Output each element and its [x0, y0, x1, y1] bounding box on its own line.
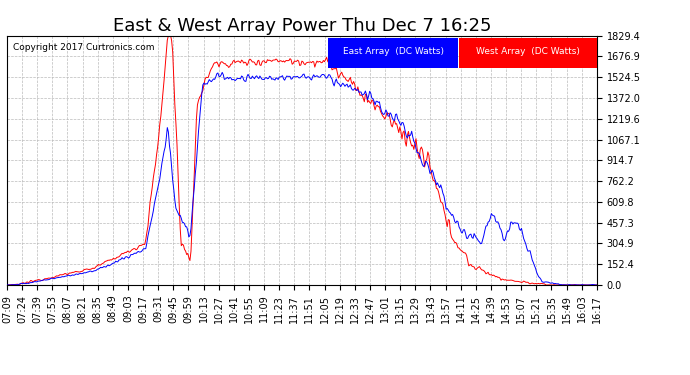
Title: East & West Array Power Thu Dec 7 16:25: East & West Array Power Thu Dec 7 16:25 — [112, 18, 491, 36]
FancyBboxPatch shape — [460, 38, 597, 68]
FancyBboxPatch shape — [328, 38, 458, 68]
Text: Copyright 2017 Curtronics.com: Copyright 2017 Curtronics.com — [13, 43, 155, 52]
Text: East Array  (DC Watts): East Array (DC Watts) — [344, 47, 444, 56]
Text: West Array  (DC Watts): West Array (DC Watts) — [476, 47, 580, 56]
